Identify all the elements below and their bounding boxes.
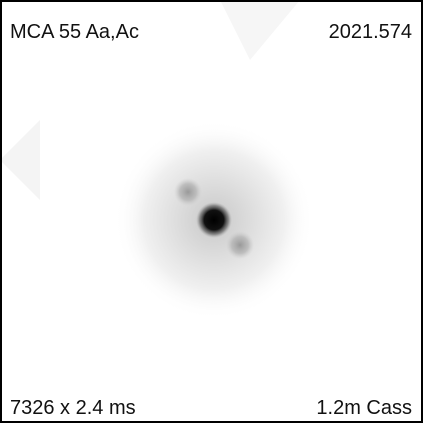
speckle — [174, 178, 202, 206]
telescope-label: 1.2m Cass — [316, 397, 412, 419]
primary-star — [196, 202, 232, 238]
exposure-label: 7326 x 2.4 ms — [10, 397, 136, 419]
object-label: MCA 55 Aa,Ac — [10, 21, 139, 43]
epoch-label: 2021.574 — [329, 21, 412, 43]
speckle — [226, 231, 254, 259]
speckle-image: MCA 55 Aa,Ac 2021.574 7326 x 2.4 ms 1.2m… — [0, 0, 423, 423]
